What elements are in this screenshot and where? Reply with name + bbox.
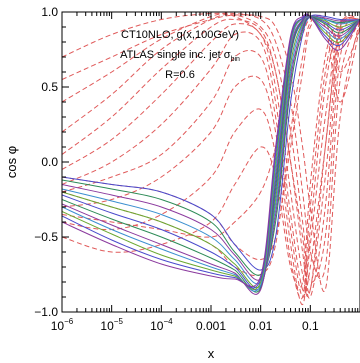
series-line-dashed-2 [62,13,360,283]
x-tick-label: 10−4 [150,317,173,333]
series-line-solid-24 [62,14,360,289]
series-line-solid-23 [62,14,360,290]
series-line-dashed-3 [62,18,360,299]
series-line-solid-16 [62,15,360,281]
y-tick-label: −1.0 [34,305,58,319]
y-tick-label: −0.5 [34,230,58,244]
series-line-dashed-5 [62,16,360,294]
series-line-dashed-1 [62,12,360,280]
series-line-solid-19 [62,15,360,291]
y-tick-label: 0.0 [41,155,58,169]
annotation-text: CT10NLO, g(x,100GeV) [121,29,239,41]
series-line-solid-25 [62,13,360,288]
series-line-dashed-0 [62,14,360,292]
series-layer [62,12,360,306]
series-line-solid-20 [62,14,360,293]
x-tick-label: 0.01 [249,319,273,333]
x-axis-title: x [208,346,215,361]
x-tick-label: 10−5 [100,317,123,333]
series-line-solid-21 [62,14,360,295]
series-line-dashed-12 [62,12,360,293]
y-tick-label: 1.0 [41,5,58,19]
ticks-layer: 10−6 10−5 10−4 0.001 0.01 0.1 1.0 0.5 0.0 −0.5 −1.… [34,5,359,333]
series-line-solid-18 [62,15,360,288]
annotation-text: ATLAS single inc. jet σbin [120,49,240,63]
x-tick-label: 10−6 [51,317,74,333]
y-tick-label: 0.5 [41,80,58,94]
series-line-solid-22 [62,14,360,292]
series-line-solid-17 [62,15,360,285]
y-axis-title: cos φ [4,146,19,178]
x-tick-label: 0.001 [196,319,226,333]
annotation-text: R=0.6 [165,69,195,81]
annotation-layer: CT10NLO, g(x,100GeV) ATLAS single inc. je… [120,29,240,81]
series-line-dashed-9 [62,17,360,289]
x-tick-label: 0.1 [302,319,319,333]
series-line-solid-14 [62,14,360,271]
